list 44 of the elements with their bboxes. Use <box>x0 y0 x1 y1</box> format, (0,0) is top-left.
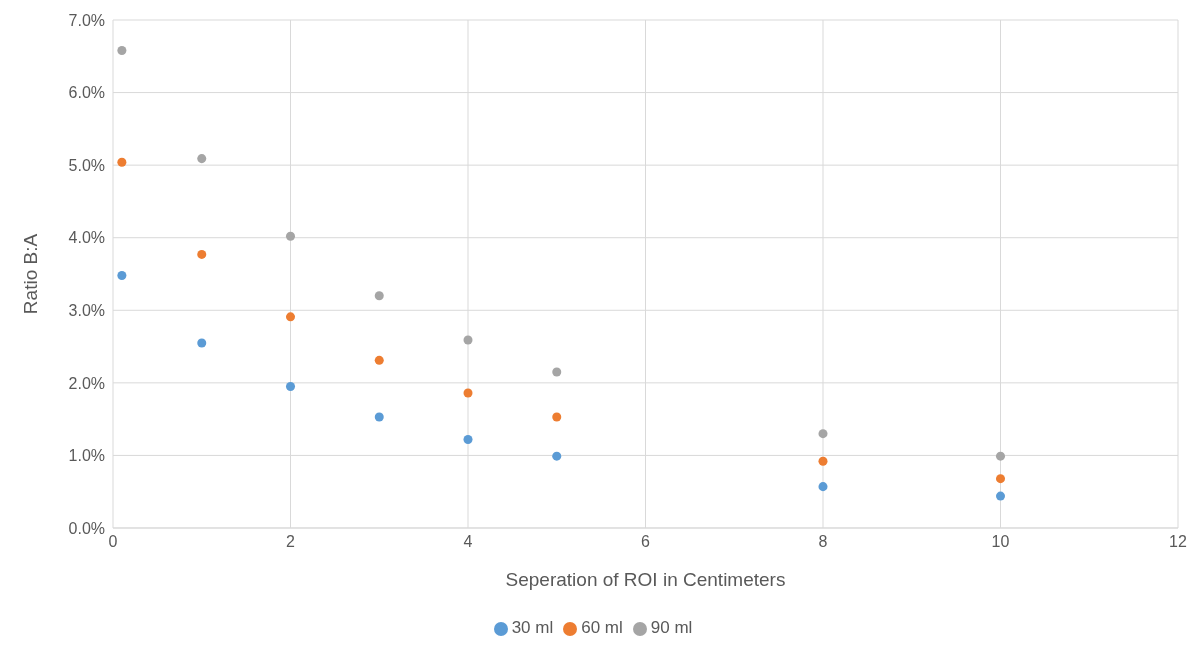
point <box>117 45 127 55</box>
legend-label: 30 ml <box>511 618 554 637</box>
point <box>463 335 473 345</box>
point <box>117 157 127 167</box>
point <box>818 482 828 492</box>
legend-label: 60 ml <box>581 618 623 637</box>
y-tick-label: 7.0% <box>68 11 105 29</box>
point <box>818 456 828 466</box>
x-tick-label: 0 <box>108 533 118 551</box>
x-axis-title: Seperation of ROI in Centimeters <box>505 569 786 590</box>
point <box>552 412 562 422</box>
x-tick-label: 4 <box>463 533 473 551</box>
point <box>552 367 562 377</box>
y-tick-label: 3.0% <box>68 301 105 319</box>
x-tick-label: 12 <box>1169 533 1187 551</box>
y-tick-label: 1.0% <box>68 447 105 465</box>
point <box>463 388 473 398</box>
point <box>995 474 1006 484</box>
point <box>995 491 1006 501</box>
point <box>117 270 127 280</box>
point <box>995 451 1006 461</box>
y-tick-label: 4.0% <box>68 229 105 247</box>
point <box>552 451 562 461</box>
point <box>285 231 296 241</box>
point <box>463 434 473 444</box>
point <box>197 249 207 259</box>
point <box>197 338 207 348</box>
y-tick-label: 5.0% <box>68 156 105 174</box>
point <box>285 312 296 322</box>
point <box>818 429 828 439</box>
x-tick-label: 8 <box>818 533 828 551</box>
y-axis-title: Ratio B:A <box>19 233 41 315</box>
point <box>285 381 296 391</box>
x-tick-label: 6 <box>641 533 651 551</box>
point <box>374 355 384 365</box>
legend-label: 90 ml <box>650 618 693 637</box>
y-tick-label: 6.0% <box>68 84 105 102</box>
point <box>374 412 384 422</box>
y-tick-label: 2.0% <box>68 374 105 392</box>
point <box>374 291 384 301</box>
x-tick-label: 2 <box>286 533 296 551</box>
point <box>197 154 207 164</box>
x-tick-label: 10 <box>991 533 1010 551</box>
y-tick-label: 0.0% <box>68 519 105 537</box>
